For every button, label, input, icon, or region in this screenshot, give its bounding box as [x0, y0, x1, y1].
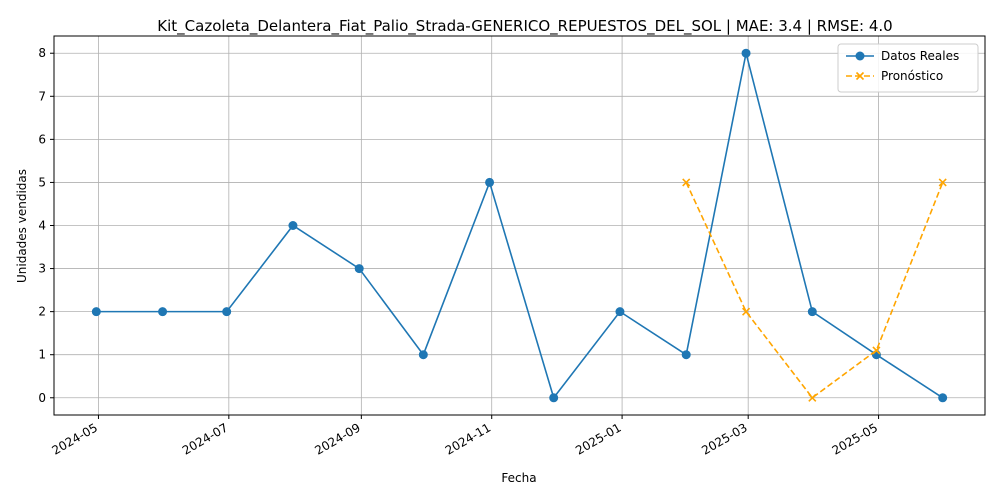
legend-marker [855, 71, 865, 81]
axis-ticks: 0 1 2 3 4 5 6 7 8 2024-05 2024-07 2024-09 2024-11 202… [38, 46, 880, 457]
y-tick-label: 2 [38, 305, 46, 319]
y-tick-label: 1 [38, 348, 46, 362]
series-line [96, 53, 944, 400]
x-tick-label: 2025-03 [699, 420, 749, 457]
x-tick-label: 2024-05 [50, 420, 100, 457]
y-tick-label: 4 [38, 219, 46, 233]
x-tick-label: 2024-11 [443, 420, 493, 457]
legend-marker [855, 51, 865, 61]
y-axis-label: Unidades vendidas [15, 169, 29, 283]
series-layer [91, 48, 948, 403]
data-point [871, 350, 881, 360]
data-point [615, 307, 625, 317]
series-line [685, 182, 944, 399]
y-tick-label: 5 [38, 175, 46, 189]
legend: Datos Reales Pronóstico [837, 43, 979, 93]
x-tick-label: 2025-01 [573, 420, 623, 457]
data-point [807, 307, 817, 317]
data-point [354, 264, 364, 274]
data-point [741, 48, 751, 58]
data-point [91, 307, 101, 317]
x-tick-label: 2024-07 [180, 420, 230, 457]
data-point [288, 221, 298, 230]
x-axis-label: Fecha [501, 471, 536, 485]
y-tick-label: 7 [38, 89, 46, 103]
y-tick-label: 0 [38, 391, 46, 405]
data-point [938, 178, 947, 187]
chart-title: Kit_Cazoleta_Delantera_Fiat_Palio_Strada… [157, 17, 892, 36]
legend-entries: Datos Reales Pronóstico [846, 49, 959, 83]
x-tick-label: 2024-09 [312, 420, 362, 457]
data-point [872, 346, 881, 355]
x-marker-stroke [682, 178, 691, 187]
data-point [418, 350, 428, 360]
data-point [222, 307, 232, 317]
y-tick-label: 3 [38, 262, 46, 276]
legend-label: Pronóstico [881, 69, 943, 83]
data-point [938, 393, 948, 403]
data-point [158, 307, 168, 317]
grid [54, 36, 985, 415]
x-marker-stroke [741, 307, 751, 316]
x-marker-stroke [872, 346, 881, 355]
x-marker-stroke [938, 178, 947, 187]
data-point [485, 177, 495, 187]
data-point [808, 393, 817, 402]
x-marker-stroke [808, 393, 817, 402]
y-tick-label: 6 [38, 132, 46, 146]
data-point [682, 178, 691, 187]
data-point [549, 393, 559, 403]
data-point [741, 307, 751, 316]
x-tick-label: 2025-05 [830, 420, 880, 457]
data-point [681, 350, 691, 360]
y-tick-label: 8 [38, 46, 46, 60]
legend-label: Datos Reales [881, 49, 959, 63]
x-marker-stroke [855, 71, 865, 81]
